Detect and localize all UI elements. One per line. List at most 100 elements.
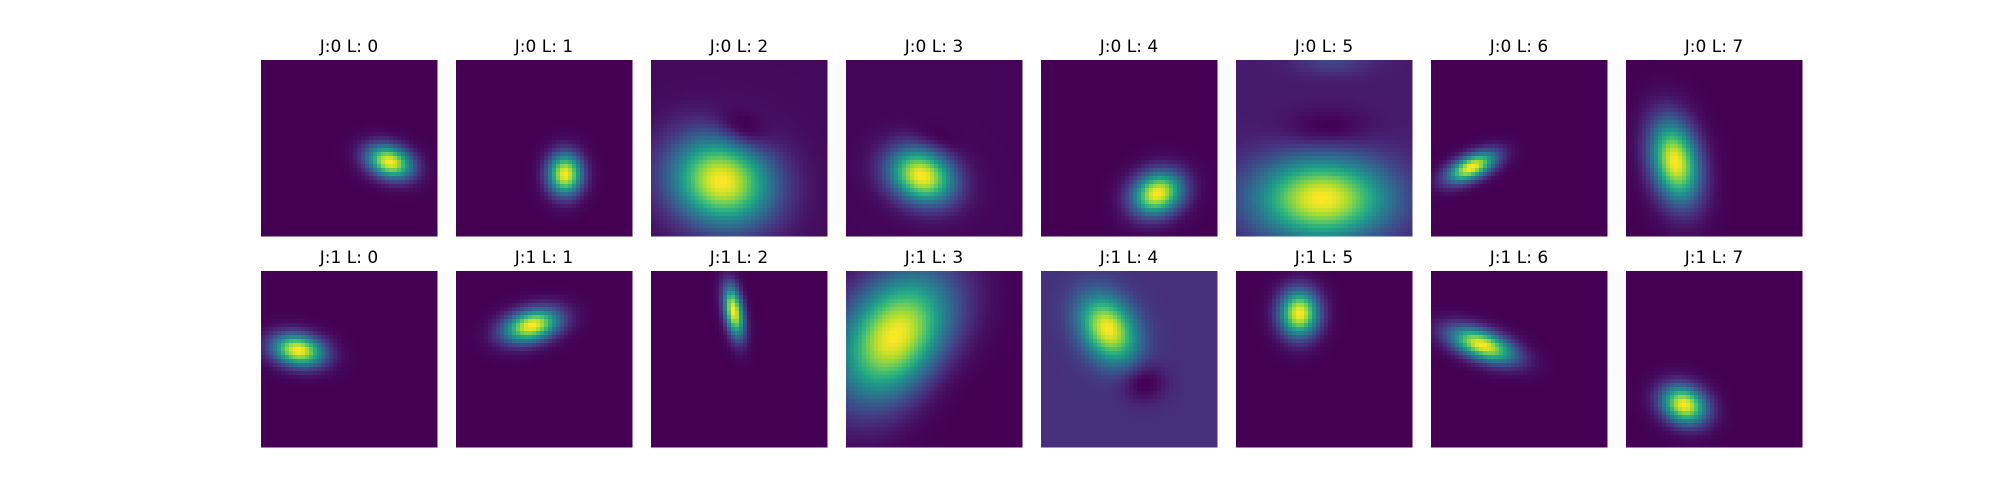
heatmap-cell xyxy=(612,140,617,145)
heatmap-cell xyxy=(325,176,330,181)
heatmap-cell xyxy=(787,156,792,161)
heatmap-cell xyxy=(377,160,382,165)
heatmap-cell xyxy=(397,160,402,165)
heatmap-cell xyxy=(819,152,824,157)
heatmap-cell xyxy=(297,76,302,81)
heatmap-cell xyxy=(671,116,676,121)
heatmap-cell xyxy=(381,96,386,101)
heatmap-cell xyxy=(377,136,382,141)
heatmap-cell xyxy=(496,100,501,105)
heatmap-cell xyxy=(429,120,434,125)
heatmap-cell xyxy=(747,128,752,133)
heatmap-cell xyxy=(329,208,334,213)
heatmap-cell xyxy=(604,96,609,101)
heatmap-cell xyxy=(421,192,426,197)
heatmap-cell xyxy=(512,148,517,153)
heatmap-cell xyxy=(377,172,382,177)
heatmap-cell xyxy=(345,180,350,185)
heatmap-cell xyxy=(496,164,501,169)
heatmap-cell xyxy=(807,64,812,69)
heatmap-cell xyxy=(460,156,465,161)
heatmap-cell xyxy=(429,196,434,201)
heatmap-cell xyxy=(357,208,362,213)
heatmap-cell xyxy=(321,92,326,97)
heatmap-cell xyxy=(612,148,617,153)
heatmap-cell xyxy=(385,88,390,93)
heatmap-cell xyxy=(309,164,314,169)
heatmap-cell xyxy=(349,144,354,149)
heatmap-cell xyxy=(325,220,330,225)
heatmap-cell xyxy=(309,204,314,209)
heatmap-cell xyxy=(413,208,418,213)
heatmap-cell xyxy=(799,76,804,81)
heatmap-cell xyxy=(795,60,800,65)
heatmap-cell xyxy=(385,156,390,161)
heatmap-cell xyxy=(624,220,629,225)
heatmap-cell xyxy=(512,232,517,237)
heatmap-cell xyxy=(628,120,633,125)
heatmap-cell xyxy=(425,228,430,233)
heatmap-cell xyxy=(592,140,597,145)
heatmap-cell xyxy=(532,84,537,89)
heatmap-cell xyxy=(512,112,517,117)
heatmap-cell xyxy=(560,196,565,201)
heatmap-cell xyxy=(357,172,362,177)
heatmap-cell xyxy=(799,92,804,97)
heatmap-cell xyxy=(361,156,366,161)
heatmap-cell xyxy=(456,124,461,129)
heatmap-cell xyxy=(401,172,406,177)
heatmap-cell xyxy=(819,88,824,93)
heatmap-cell xyxy=(357,216,362,221)
heatmap-cell xyxy=(337,88,342,93)
heatmap-cell xyxy=(556,180,561,185)
heatmap-cell xyxy=(500,200,505,205)
heatmap-cell xyxy=(811,84,816,89)
heatmap-cell xyxy=(389,116,394,121)
heatmap-cell xyxy=(751,144,756,149)
heatmap-cell xyxy=(504,152,509,157)
heatmap-cell xyxy=(651,72,656,77)
heatmap-cell xyxy=(341,204,346,209)
heatmap-cell xyxy=(468,144,473,149)
heatmap-cell xyxy=(580,72,585,77)
heatmap-cell xyxy=(576,88,581,93)
heatmap-cell xyxy=(516,100,521,105)
heatmap-cell xyxy=(536,176,541,181)
heatmap-cell xyxy=(628,188,633,193)
heatmap-cell xyxy=(671,76,676,81)
heatmap-cell xyxy=(516,148,521,153)
heatmap-cell xyxy=(512,72,517,77)
heatmap-cell xyxy=(628,132,633,137)
heatmap-cell xyxy=(600,164,605,169)
heatmap-cell xyxy=(353,144,358,149)
heatmap-cell xyxy=(464,172,469,177)
heatmap-cell xyxy=(628,116,633,121)
heatmap-cell xyxy=(655,68,660,73)
heatmap-cell xyxy=(460,92,465,97)
heatmap-cell xyxy=(285,216,290,221)
heatmap-cell xyxy=(313,96,318,101)
heatmap-cell xyxy=(807,72,812,77)
heatmap-cell xyxy=(472,144,477,149)
heatmap-cell xyxy=(337,216,342,221)
heatmap-cell xyxy=(369,148,374,153)
heatmap-cell xyxy=(337,144,342,149)
heatmap-cell xyxy=(277,72,282,77)
heatmap-cell xyxy=(365,192,370,197)
heatmap-cell xyxy=(361,108,366,113)
heatmap-cell xyxy=(349,176,354,181)
heatmap-cell xyxy=(540,168,545,173)
heatmap-cell xyxy=(520,204,525,209)
heatmap-cell xyxy=(723,72,728,77)
heatmap-cell xyxy=(723,104,728,109)
heatmap-cell xyxy=(679,132,684,137)
heatmap-cell xyxy=(405,176,410,181)
heatmap-cell xyxy=(329,180,334,185)
heatmap-cell xyxy=(568,144,573,149)
heatmap-cell xyxy=(699,100,704,105)
heatmap-cell xyxy=(273,172,278,177)
heatmap-cell xyxy=(301,112,306,117)
heatmap-cell xyxy=(468,84,473,89)
heatmap-cell xyxy=(743,140,748,145)
heatmap-cell xyxy=(687,64,692,69)
